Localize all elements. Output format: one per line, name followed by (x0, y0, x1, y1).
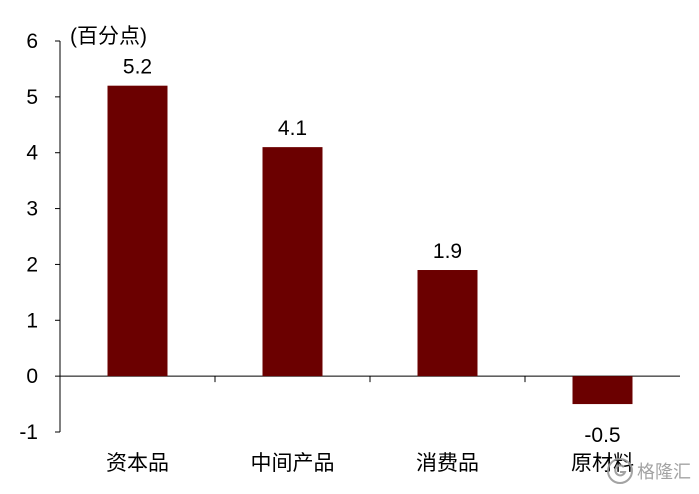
watermark-text: 格隆汇 (637, 462, 691, 482)
bar-2 (262, 147, 323, 377)
bar-1 (107, 85, 168, 377)
y-ticks: -1 0 1 2 3 4 5 6 (19, 30, 60, 444)
watermark: 格隆汇 (607, 458, 691, 484)
x-category-label: 中间产品 (251, 451, 335, 475)
gelonghui-logo-icon (607, 458, 633, 484)
bar-4 (572, 376, 633, 405)
y-tick-label: 1 (26, 309, 38, 332)
y-tick-label: 6 (26, 30, 38, 53)
x-category-label: 消费品 (416, 451, 479, 475)
y-tick-label: -1 (19, 421, 38, 444)
data-label: 5.2 (123, 56, 152, 79)
y-axis-unit-label: (百分点) (70, 25, 147, 48)
x-category-label: 资本品 (106, 451, 169, 475)
data-label: 1.9 (433, 240, 462, 263)
y-tick-label: 0 (26, 365, 38, 388)
y-tick-label: 3 (26, 198, 38, 221)
bar-3 (417, 270, 478, 377)
data-label: -0.5 (584, 424, 620, 447)
x-ticks: 资本品 中间产品 消费品 原材料 (106, 376, 634, 475)
data-label: 4.1 (278, 117, 307, 140)
data-labels: 5.2 4.1 1.9 -0.5 (123, 56, 621, 447)
y-tick-label: 5 (26, 86, 38, 109)
bars (107, 85, 633, 405)
y-tick-label: 2 (26, 253, 38, 276)
y-tick-label: 4 (26, 142, 38, 165)
